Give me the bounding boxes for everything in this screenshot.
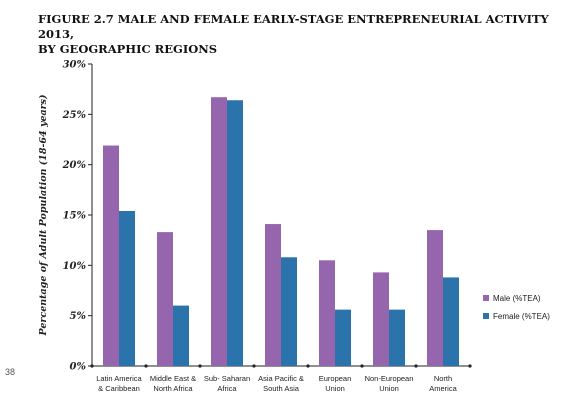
y-tick-label: 15% [63, 211, 87, 222]
bar-male [319, 260, 335, 366]
category-label: European Union [319, 374, 352, 393]
category-label-line: North Africa [153, 384, 193, 393]
x-axis-tick-dot [144, 364, 148, 368]
chart-title-line-1: FIGURE 2.7 MALE AND FEMALE EARLY-STAGE E… [38, 12, 549, 41]
category-label-line: South Asia [263, 384, 300, 393]
x-axis-tick-dot [414, 364, 418, 368]
category-label: Non-European Union [365, 374, 414, 393]
y-tick-label: 0% [70, 362, 87, 373]
bar-female [389, 309, 405, 366]
category-label-line: Non-European [365, 374, 414, 383]
x-axis-tick-dot [468, 364, 472, 368]
bar-male [157, 232, 173, 366]
legend-label-female: Female (%TEA) [493, 312, 550, 321]
x-axis-tick-dot [306, 364, 310, 368]
bar-male [373, 272, 389, 366]
category-label: Middle East & North Africa [150, 374, 196, 393]
category-label: Asia Pacific & South Asia [258, 374, 304, 393]
y-tick-label: 10% [63, 261, 87, 272]
category-label-line: Africa [217, 384, 237, 393]
category-label: Latin America & Caribbean [96, 374, 142, 393]
y-tick-label: 20% [62, 160, 87, 171]
x-axis-tick-dot [252, 364, 256, 368]
category-label-line: North [434, 374, 452, 383]
x-axis-tick-dot [198, 364, 202, 368]
y-tick-label: 30% [63, 60, 87, 71]
bar-male [211, 97, 227, 366]
bar-female [227, 100, 243, 367]
category-label-line: Middle East & [150, 374, 196, 383]
bar-female [281, 257, 297, 366]
bar-female [119, 210, 135, 366]
bars [103, 97, 459, 367]
bar-male [103, 145, 119, 366]
category-label: Sub- Saharan Africa [204, 374, 250, 393]
chart-title: FIGURE 2.7 MALE AND FEMALE EARLY-STAGE E… [38, 12, 568, 57]
bar-male [265, 224, 281, 366]
category-label-line: Union [379, 384, 399, 393]
y-tick-label: 25% [62, 110, 87, 121]
y-tick-label: 5% [70, 311, 87, 322]
legend-label-male: Male (%TEA) [493, 294, 541, 303]
category-label-line: & Caribbean [98, 384, 140, 393]
y-axis-label: Percentage of Adult Population (18-64 ye… [38, 94, 49, 336]
legend-swatch-female [483, 313, 489, 319]
category-label-line: Asia Pacific & [258, 374, 304, 383]
category-label-line: Latin America [96, 374, 142, 383]
page-number: 38 [5, 367, 16, 377]
legend: Male (%TEA) Female (%TEA) [483, 294, 550, 321]
x-axis-tick-dot [360, 364, 364, 368]
x-axis-tick-dot [90, 364, 94, 368]
y-axis: 0% 5% 10% 15% 20% 25% 30% [62, 60, 93, 373]
bar-female [173, 305, 189, 366]
category-label-line: European [319, 374, 352, 383]
bar-female [443, 277, 459, 366]
category-label: North America [429, 374, 457, 393]
category-label-line: Sub- Saharan [204, 374, 250, 383]
chart-title-line-2: BY GEOGRAPHIC REGIONS [38, 42, 218, 56]
category-label-line: America [429, 384, 457, 393]
category-label-line: Union [325, 384, 345, 393]
legend-swatch-male [483, 295, 489, 301]
bar-male [427, 230, 443, 366]
bar-female [335, 309, 351, 366]
